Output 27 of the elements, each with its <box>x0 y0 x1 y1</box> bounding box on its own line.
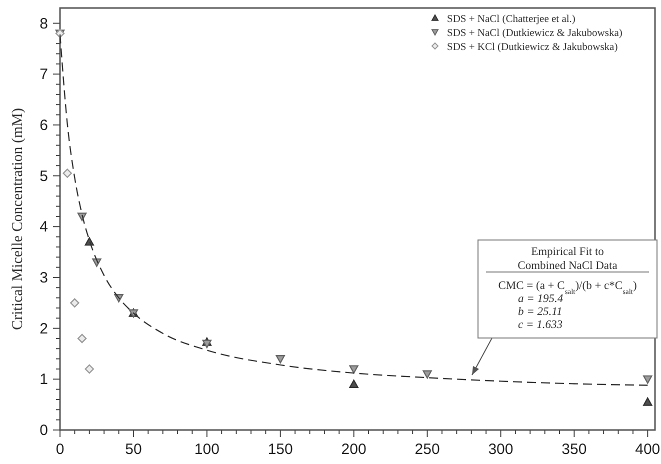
legend-label: SDS + NaCl (Chatterjee et al.) <box>447 14 576 25</box>
y-tick-label: 7 <box>40 66 48 84</box>
x-tick-label: 350 <box>562 441 587 458</box>
annotation: b = 25.11 <box>518 306 562 318</box>
x-tick-label: 50 <box>125 441 142 458</box>
annotation: Empirical Fit to Combined NaCl Data <box>518 246 618 272</box>
x-tick-label: 0 <box>56 441 64 458</box>
x-tick-label: 250 <box>414 441 440 458</box>
x-tick-label: 150 <box>268 441 293 458</box>
y-tick-label: 3 <box>40 269 48 286</box>
y-axis-title: Critical Micelle Concentration (mM) <box>10 108 26 330</box>
x-tick-label: 100 <box>194 441 220 458</box>
annotation: c = 1.633 <box>518 319 563 331</box>
y-tick-label: 6 <box>40 116 48 134</box>
x-tick-label: 400 <box>635 441 660 458</box>
y-tick-label: 2 <box>40 320 48 338</box>
annotation: a = 195.4 <box>518 293 564 305</box>
y-tick-label: 4 <box>40 218 48 236</box>
legend-label: SDS + KCl (Dutkiewicz & Jakubowska) <box>447 42 618 53</box>
legend-label: SDS + NaCl (Dutkiewicz & Jakubowska) <box>447 28 623 39</box>
annotation: CMC = (a + C$_{salt}$)/(b + c*C$_{salt}$) <box>498 280 637 296</box>
y-tick-label: 8 <box>40 15 48 32</box>
x-tick-label: 200 <box>341 441 366 458</box>
x-tick-label: 300 <box>488 441 514 458</box>
y-tick-label: 0 <box>40 422 48 439</box>
y-tick-label: 5 <box>40 168 48 185</box>
y-tick-label: 1 <box>40 371 48 388</box>
